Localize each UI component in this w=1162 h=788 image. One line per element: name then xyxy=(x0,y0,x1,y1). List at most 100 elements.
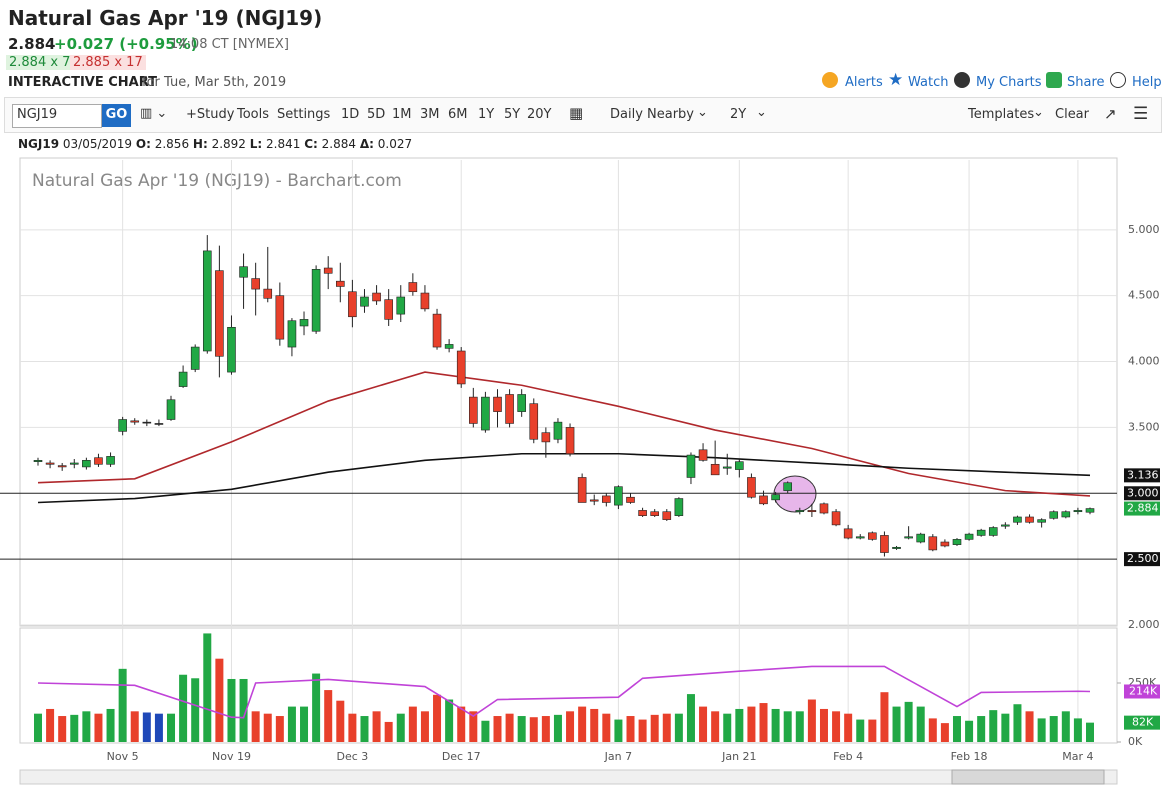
period-button[interactable]: 1M xyxy=(392,107,412,122)
settings-button[interactable]: Settings xyxy=(277,107,331,122)
chart-label: INTERACTIVE CHART xyxy=(8,75,158,90)
volume-bar xyxy=(336,700,345,742)
candle-body xyxy=(299,319,309,327)
volume-bar xyxy=(1049,716,1058,742)
header-link[interactable]: Watch xyxy=(908,75,949,90)
candle-body xyxy=(759,495,768,505)
volume-bar xyxy=(952,716,961,742)
volume-bar xyxy=(638,719,647,742)
candle-body xyxy=(45,462,55,465)
info-label: O: xyxy=(135,137,151,151)
candle-body xyxy=(722,466,732,469)
header-link[interactable]: Help xyxy=(1132,75,1162,90)
volume-bar xyxy=(203,633,212,742)
watch-icon[interactable]: ★ xyxy=(888,70,904,90)
clear-button[interactable]: Clear xyxy=(1055,107,1089,122)
candle-body xyxy=(710,463,720,476)
period-button[interactable]: 1D xyxy=(341,107,360,122)
volume-bar xyxy=(1037,718,1046,742)
go-button[interactable]: GO xyxy=(102,104,131,127)
volume-bar xyxy=(723,713,732,742)
candle-body xyxy=(154,423,164,425)
help-icon[interactable] xyxy=(1110,72,1126,88)
symbol-input[interactable]: NGJ19 xyxy=(12,104,102,128)
price-box xyxy=(1124,486,1160,501)
chart-type-menu[interactable]: ▥ ⌄ xyxy=(140,106,168,121)
candle-body xyxy=(819,503,829,514)
scroll-thumb[interactable] xyxy=(951,769,1105,785)
open-interest-line xyxy=(37,665,1091,719)
period-button[interactable]: 3M xyxy=(420,107,440,122)
volume-bar xyxy=(287,706,296,742)
volume-bar xyxy=(916,706,925,742)
expand-icon[interactable]: ↗ xyxy=(1104,105,1117,123)
x-tick-label: Feb 18 xyxy=(951,750,988,763)
candle-body xyxy=(456,350,466,385)
candle-body xyxy=(323,267,333,274)
period-button[interactable]: 5D xyxy=(367,107,386,122)
study-button[interactable]: +Study xyxy=(186,107,235,122)
frequency-select[interactable]: Daily Nearby xyxy=(610,107,695,122)
menu-icon[interactable]: ☰ xyxy=(1133,104,1149,124)
volume-bar xyxy=(965,720,974,742)
volume-bar xyxy=(312,673,321,742)
toolbar xyxy=(4,97,1162,133)
info-value: 2.892 xyxy=(211,137,246,151)
volume-bar xyxy=(553,714,562,742)
volume-bar xyxy=(420,711,429,742)
x-tick-label: Jan 7 xyxy=(604,750,632,763)
volume-bar xyxy=(578,706,587,742)
candle-body xyxy=(118,419,127,432)
mycharts-icon[interactable] xyxy=(954,72,970,88)
templates-button[interactable]: Templates xyxy=(968,107,1035,122)
candle-body xyxy=(626,496,635,503)
period-button[interactable]: 20Y xyxy=(527,107,552,122)
volume-bar xyxy=(771,708,780,742)
period-button[interactable]: 6M xyxy=(448,107,468,122)
candle-body xyxy=(940,541,950,547)
range-select[interactable]: 2Y xyxy=(730,107,747,122)
volume-bar xyxy=(662,713,671,742)
volume-bar xyxy=(602,713,611,742)
candle-body xyxy=(1061,511,1071,518)
volume-box xyxy=(1124,715,1160,730)
share-icon[interactable] xyxy=(1046,72,1062,88)
alerts-icon[interactable] xyxy=(822,72,838,88)
volume-bar xyxy=(408,706,417,742)
candle-body xyxy=(178,371,188,387)
highlight-ellipse xyxy=(773,475,817,513)
volume-bar xyxy=(70,714,79,742)
period-button[interactable]: 1Y xyxy=(478,107,495,122)
volume-bar xyxy=(928,718,937,742)
candle-body xyxy=(444,344,454,349)
volume-bar xyxy=(481,720,490,742)
range-caret[interactable]: ⌄ xyxy=(756,105,767,120)
x-tick-label: Mar 4 xyxy=(1062,750,1093,763)
chart-date: for Tue, Mar 5th, 2019 xyxy=(142,75,287,90)
header-link[interactable]: Alerts xyxy=(845,75,883,90)
candle-body xyxy=(311,269,321,332)
frequency-caret[interactable]: ⌄ xyxy=(697,105,708,120)
candle-body xyxy=(1037,519,1046,523)
info-value: 2.841 xyxy=(266,137,301,151)
candle-body xyxy=(1001,524,1010,527)
volume-bar xyxy=(566,711,575,742)
y-tick-label: 5.000 xyxy=(1128,223,1160,236)
calendar-icon[interactable]: ▦ xyxy=(569,104,584,122)
candle-body xyxy=(698,449,708,461)
header-link[interactable]: My Charts xyxy=(976,75,1042,90)
candle-body xyxy=(227,326,236,373)
volume-bar xyxy=(940,723,949,742)
scrollbar[interactable] xyxy=(19,769,1118,785)
volume-box-label: 82K xyxy=(1132,716,1154,729)
templates-caret[interactable]: ⌄ xyxy=(1033,105,1044,120)
candle-body xyxy=(275,295,285,340)
header-link[interactable]: Share xyxy=(1067,75,1105,90)
period-button[interactable]: 5Y xyxy=(504,107,521,122)
candle-body xyxy=(69,462,79,465)
candle-body xyxy=(771,494,780,501)
last-price: 2.884 xyxy=(8,35,56,53)
volume-bar xyxy=(517,716,526,742)
tools-button[interactable]: Tools xyxy=(237,107,270,122)
moving-average xyxy=(37,371,1091,497)
